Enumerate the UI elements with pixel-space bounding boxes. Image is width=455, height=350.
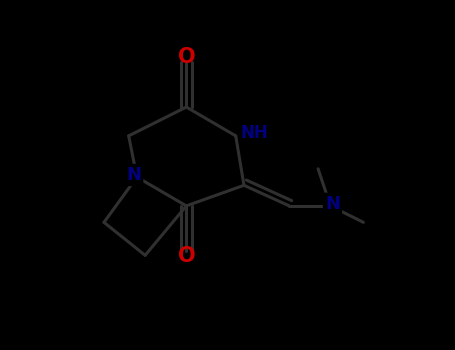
Text: O: O [177,47,195,67]
Text: N: N [126,166,141,184]
Text: N: N [325,195,340,213]
Text: O: O [177,246,195,266]
Text: NH: NH [241,124,268,142]
